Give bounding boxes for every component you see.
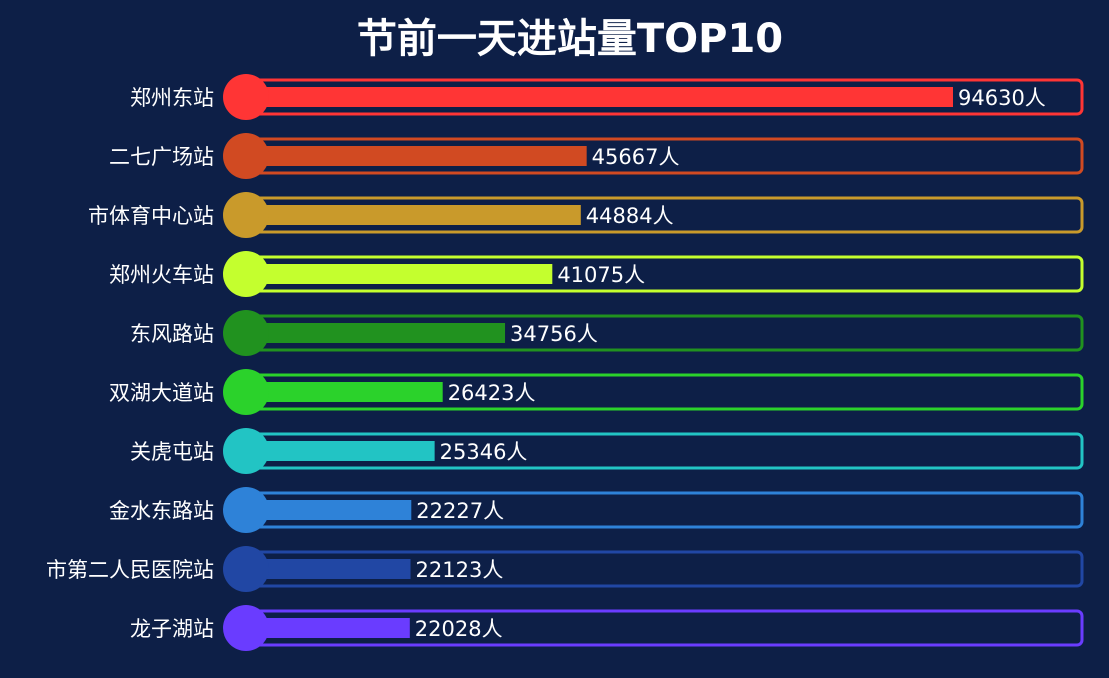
category-label: 关虎屯站 bbox=[130, 440, 214, 464]
category-label: 二七广场站 bbox=[109, 145, 214, 169]
value-label: 26423人 bbox=[448, 381, 536, 405]
bar bbox=[245, 146, 587, 166]
bar bbox=[245, 618, 410, 638]
bar bbox=[245, 205, 581, 225]
bar bbox=[245, 87, 953, 107]
chart-title: 节前一天进站量TOP10 bbox=[357, 16, 783, 62]
category-label: 郑州东站 bbox=[130, 86, 214, 110]
category-label: 双湖大道站 bbox=[109, 381, 214, 405]
value-label: 22028人 bbox=[415, 617, 503, 641]
category-label: 龙子湖站 bbox=[130, 617, 214, 641]
bar-cap-dot bbox=[223, 487, 269, 533]
bar bbox=[245, 323, 506, 343]
bar-row: 郑州东站 94630人 bbox=[130, 74, 1084, 120]
bar bbox=[245, 264, 553, 284]
bar-cap-dot bbox=[223, 605, 269, 651]
bar-cap-dot bbox=[223, 310, 269, 356]
bar-row: 郑州火车站 41075人 bbox=[109, 251, 1084, 297]
value-label: 94630人 bbox=[958, 86, 1046, 110]
category-label: 市第二人民医院站 bbox=[46, 558, 214, 582]
value-label: 45667人 bbox=[592, 145, 680, 169]
category-label: 市体育中心站 bbox=[88, 204, 214, 228]
category-label: 郑州火车站 bbox=[109, 263, 214, 287]
bar-row: 金水东路站 22227人 bbox=[109, 487, 1084, 533]
bar-row: 市第二人民医院站 22123人 bbox=[46, 546, 1084, 592]
bar-cap-dot bbox=[223, 546, 269, 592]
value-label: 41075人 bbox=[557, 263, 645, 287]
bar bbox=[245, 382, 443, 402]
category-label: 东风路站 bbox=[130, 322, 214, 346]
bar-cap-dot bbox=[223, 428, 269, 474]
bar bbox=[245, 559, 411, 579]
value-label: 22123人 bbox=[416, 558, 504, 582]
category-label: 金水东路站 bbox=[109, 499, 214, 523]
bar-cap-dot bbox=[223, 192, 269, 238]
bar-row: 龙子湖站 22028人 bbox=[130, 605, 1084, 651]
bar-row: 关虎屯站 25346人 bbox=[130, 428, 1084, 474]
value-label: 44884人 bbox=[586, 204, 674, 228]
value-label: 25346人 bbox=[440, 440, 528, 464]
bar-row: 市体育中心站 44884人 bbox=[88, 192, 1084, 238]
bar bbox=[245, 441, 435, 461]
value-label: 22227人 bbox=[416, 499, 504, 523]
bar-cap-dot bbox=[223, 251, 269, 297]
value-label: 34756人 bbox=[510, 322, 598, 346]
bar-cap-dot bbox=[223, 369, 269, 415]
bar bbox=[245, 500, 412, 520]
bar-row: 东风路站 34756人 bbox=[130, 310, 1084, 356]
bar-row: 二七广场站 45667人 bbox=[109, 133, 1084, 179]
bar-cap-dot bbox=[223, 133, 269, 179]
bar-cap-dot bbox=[223, 74, 269, 120]
bar-row: 双湖大道站 26423人 bbox=[109, 369, 1084, 415]
